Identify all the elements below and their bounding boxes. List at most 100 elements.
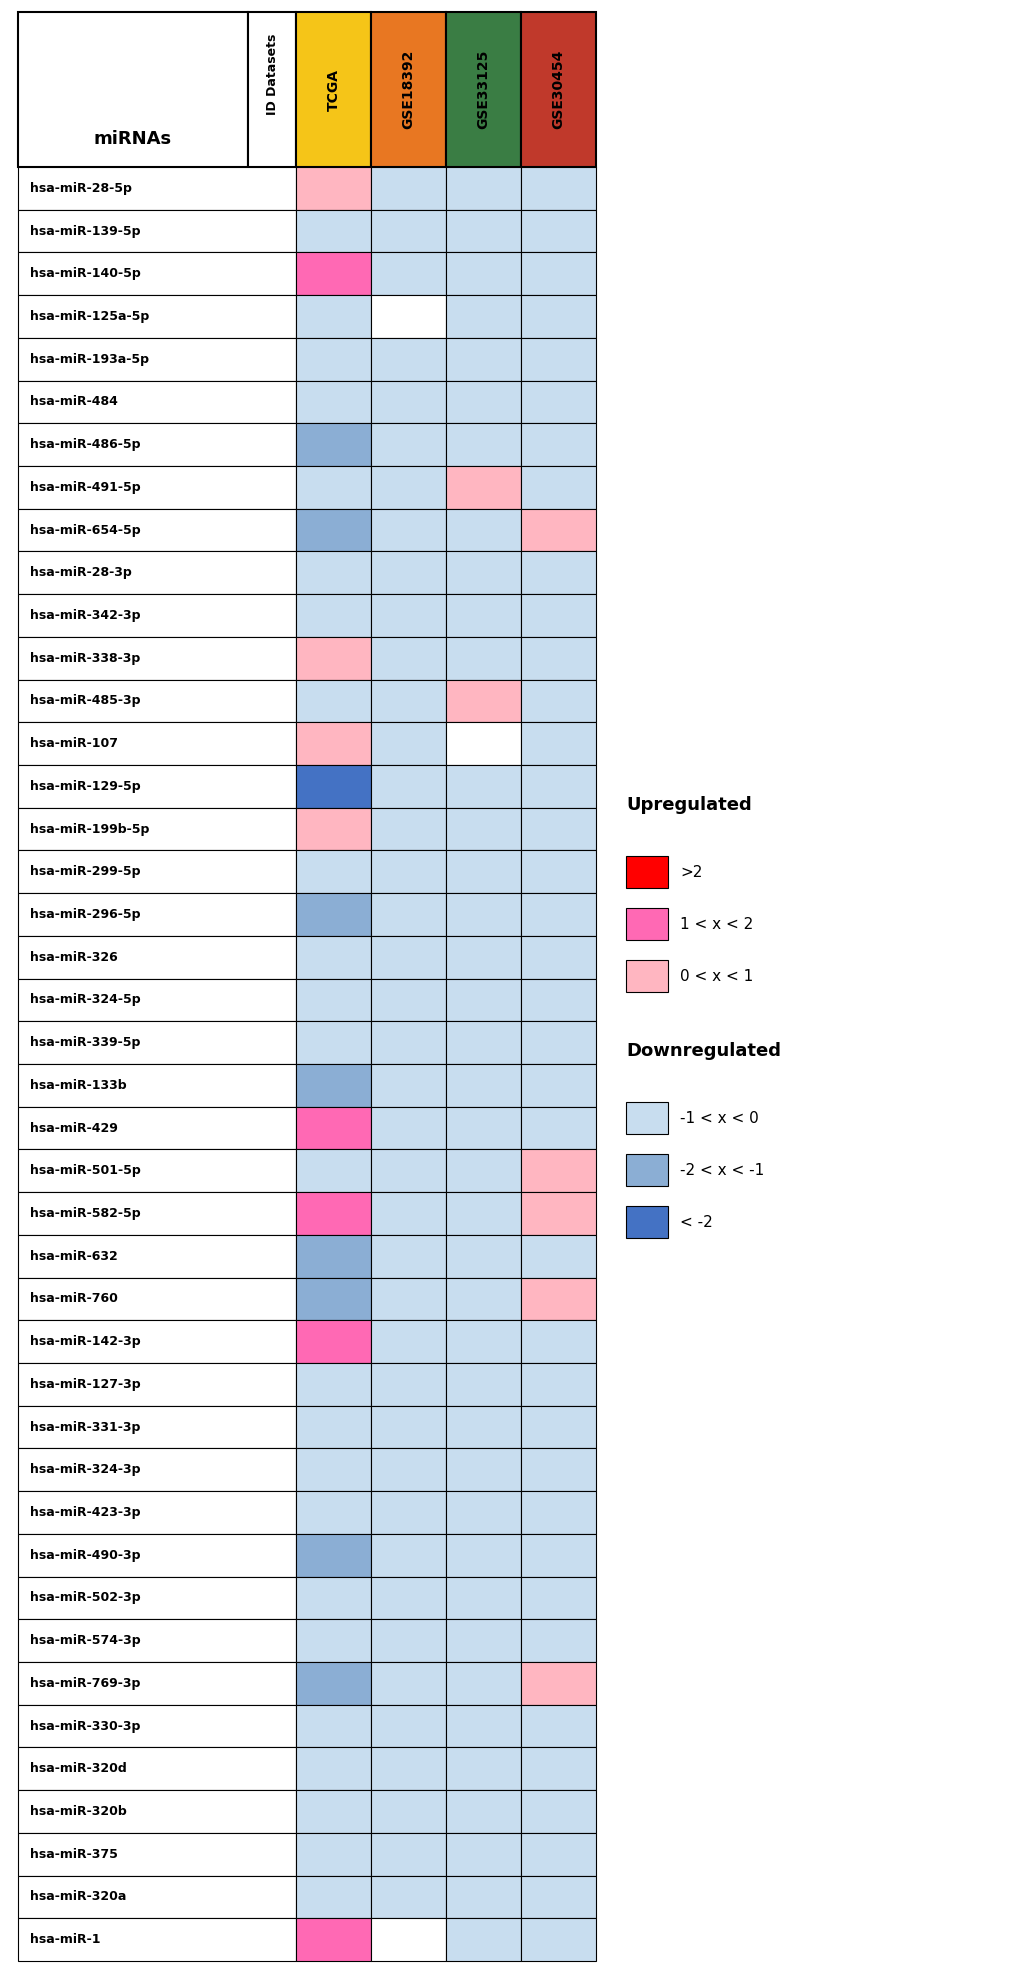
Bar: [296, 252, 371, 295]
Bar: [296, 509, 371, 550]
Bar: [521, 1577, 595, 1620]
Bar: [445, 1533, 521, 1577]
Bar: [445, 1321, 521, 1362]
Bar: [296, 1362, 371, 1406]
Text: hsa-miR-485-3p: hsa-miR-485-3p: [30, 694, 141, 708]
Bar: [296, 381, 371, 423]
Bar: [445, 381, 521, 423]
Text: hsa-miR-142-3p: hsa-miR-142-3p: [30, 1335, 141, 1349]
Bar: [371, 1705, 445, 1748]
Bar: [445, 1876, 521, 1919]
Bar: [521, 1150, 595, 1191]
Bar: [18, 252, 296, 295]
Text: 1 < x < 2: 1 < x < 2: [680, 916, 752, 932]
Bar: [521, 1064, 595, 1107]
Bar: [296, 851, 371, 893]
Bar: [445, 680, 521, 722]
Bar: [296, 1064, 371, 1107]
Bar: [18, 765, 296, 808]
Bar: [521, 1020, 595, 1064]
Bar: [296, 1791, 371, 1832]
Bar: [296, 722, 371, 765]
Text: hsa-miR-324-3p: hsa-miR-324-3p: [30, 1463, 141, 1476]
Bar: [521, 1533, 595, 1577]
Bar: [371, 1150, 445, 1191]
Text: hsa-miR-574-3p: hsa-miR-574-3p: [30, 1634, 141, 1648]
Bar: [521, 637, 595, 680]
Bar: [371, 1321, 445, 1362]
Bar: [445, 1278, 521, 1321]
Bar: [371, 1449, 445, 1490]
Bar: [445, 1449, 521, 1490]
Bar: [626, 959, 667, 993]
Bar: [18, 1919, 296, 1960]
Bar: [296, 295, 371, 338]
Bar: [521, 765, 595, 808]
Bar: [18, 338, 296, 381]
Bar: [296, 1406, 371, 1449]
Bar: [296, 1107, 371, 1150]
Bar: [521, 1191, 595, 1235]
Bar: [521, 936, 595, 979]
Text: hsa-miR-1: hsa-miR-1: [30, 1933, 101, 1946]
Bar: [445, 1620, 521, 1661]
Bar: [248, 12, 296, 167]
Text: hsa-miR-486-5p: hsa-miR-486-5p: [30, 438, 141, 450]
Text: hsa-miR-769-3p: hsa-miR-769-3p: [30, 1677, 141, 1691]
Text: hsa-miR-193a-5p: hsa-miR-193a-5p: [30, 352, 149, 366]
Bar: [296, 1020, 371, 1064]
Bar: [445, 637, 521, 680]
Bar: [18, 12, 248, 167]
Bar: [296, 1150, 371, 1191]
Bar: [371, 637, 445, 680]
Bar: [296, 594, 371, 637]
Text: hsa-miR-331-3p: hsa-miR-331-3p: [30, 1421, 141, 1433]
Bar: [296, 1278, 371, 1321]
Text: hsa-miR-320d: hsa-miR-320d: [30, 1762, 126, 1775]
Bar: [18, 1107, 296, 1150]
Bar: [445, 1235, 521, 1278]
Text: hsa-miR-28-3p: hsa-miR-28-3p: [30, 566, 131, 580]
Bar: [296, 680, 371, 722]
Bar: [371, 1661, 445, 1705]
Bar: [445, 1661, 521, 1705]
Bar: [296, 1533, 371, 1577]
Bar: [296, 1191, 371, 1235]
Bar: [445, 295, 521, 338]
Text: hsa-miR-375: hsa-miR-375: [30, 1848, 118, 1860]
Text: hsa-miR-330-3p: hsa-miR-330-3p: [30, 1720, 141, 1732]
Text: hsa-miR-423-3p: hsa-miR-423-3p: [30, 1506, 141, 1520]
Bar: [521, 167, 595, 210]
Bar: [626, 1103, 667, 1134]
Bar: [296, 1876, 371, 1919]
Text: hsa-miR-127-3p: hsa-miR-127-3p: [30, 1378, 141, 1390]
Bar: [521, 381, 595, 423]
Text: hsa-miR-28-5p: hsa-miR-28-5p: [30, 183, 131, 195]
Bar: [18, 381, 296, 423]
Text: -1 < x < 0: -1 < x < 0: [680, 1111, 758, 1127]
Bar: [445, 1191, 521, 1235]
Bar: [296, 1832, 371, 1876]
Bar: [18, 1533, 296, 1577]
Bar: [18, 851, 296, 893]
Text: hsa-miR-632: hsa-miR-632: [30, 1250, 117, 1262]
Text: hsa-miR-654-5p: hsa-miR-654-5p: [30, 523, 141, 537]
Text: GSE33125: GSE33125: [476, 49, 490, 130]
Bar: [18, 1449, 296, 1490]
Text: hsa-miR-320a: hsa-miR-320a: [30, 1891, 126, 1903]
Bar: [371, 594, 445, 637]
Bar: [296, 1235, 371, 1278]
Bar: [296, 466, 371, 509]
Bar: [445, 1919, 521, 1960]
Bar: [296, 1620, 371, 1661]
Text: miRNAs: miRNAs: [94, 130, 172, 147]
Bar: [18, 550, 296, 594]
Bar: [371, 1191, 445, 1235]
Bar: [521, 1406, 595, 1449]
Bar: [521, 1661, 595, 1705]
Text: hsa-miR-140-5p: hsa-miR-140-5p: [30, 267, 141, 281]
Bar: [521, 210, 595, 252]
Text: ID Datasets: ID Datasets: [265, 33, 278, 114]
Bar: [371, 680, 445, 722]
Text: hsa-miR-429: hsa-miR-429: [30, 1121, 118, 1134]
